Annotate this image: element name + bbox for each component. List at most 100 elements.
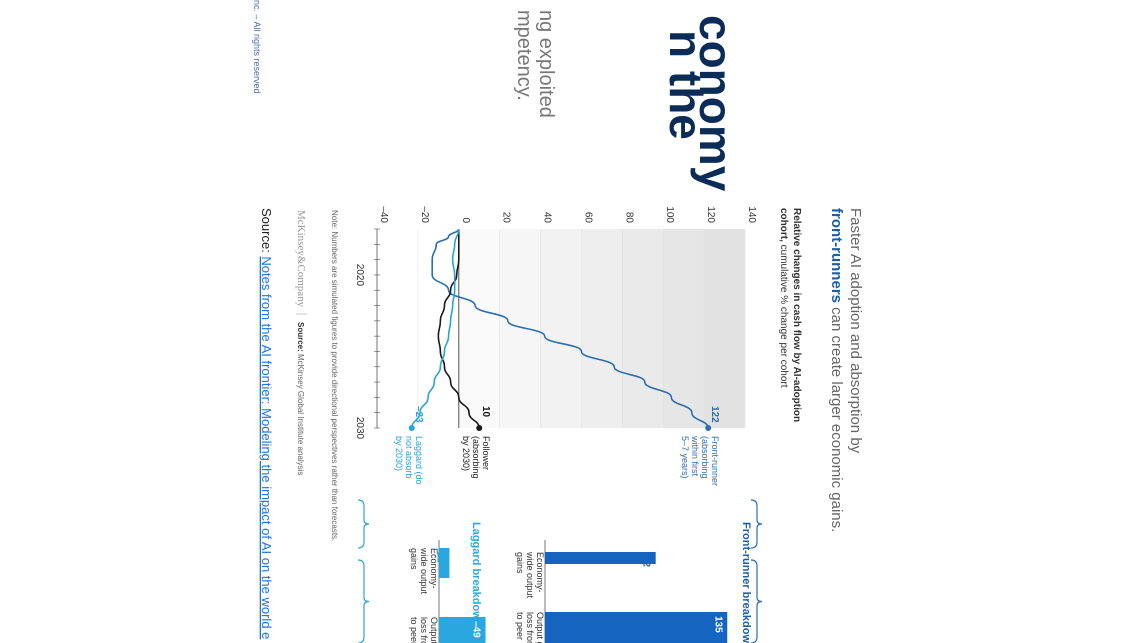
series-line-2 xyxy=(410,228,460,429)
series-label-line: 5–7 years) xyxy=(680,436,690,479)
front_runner-bar-1 xyxy=(545,612,728,643)
background-subtitle: ng exploited mpetency. xyxy=(513,10,557,118)
series-label-line: Front-runner xyxy=(710,436,720,486)
laggard-bar-value-1: –49 xyxy=(471,621,482,638)
footer-source-label: Source: xyxy=(259,208,274,256)
series-end-point-2 xyxy=(408,425,415,431)
y-tick-label: 60 xyxy=(582,212,593,224)
laggard-bar-value-0: 11 xyxy=(434,552,445,563)
bar-label-line: wide output xyxy=(419,547,429,595)
y-tick-label: 140 xyxy=(746,206,757,223)
subtitle-fragment-1: ng exploited xyxy=(535,10,557,118)
bar-label-line: Economy- xyxy=(429,548,439,589)
bar-label-line: loss from xyxy=(525,612,535,643)
series-end-point-0 xyxy=(705,425,712,431)
headline-line-1: Faster AI adoption and absorption by xyxy=(847,208,864,454)
note-text: Note: Numbers are simulated figures to p… xyxy=(330,210,339,541)
laggard-brace-2 xyxy=(357,559,370,643)
series-end-label-0: 122 xyxy=(709,406,720,423)
title-fragment-1: n the xyxy=(660,30,712,140)
headline-line-2: front-runners can create larger economic… xyxy=(828,208,845,532)
series-label-line: (absorbing xyxy=(700,436,710,479)
mckinsey-logo: McKinsey&Company xyxy=(295,210,307,308)
bar-label-line: wide output xyxy=(525,551,535,599)
series-end-label-2: –23 xyxy=(413,406,424,423)
laggard-brace xyxy=(357,499,370,549)
title-fragment-2: conomy xyxy=(690,15,742,192)
series-label-line: not absorb xyxy=(404,436,414,479)
small-source-rest: McKinsey Global Institute analysis xyxy=(296,352,305,476)
series-label-line: by 2030) xyxy=(461,436,471,471)
grid-band xyxy=(540,229,582,428)
front_runner-bar-0 xyxy=(545,552,656,564)
small-source: Source: McKinsey Global Institute analys… xyxy=(296,322,305,475)
line-chart: –40 –20 0 20 40 60 80 100 120 140 2020 2030 122 Front… xyxy=(354,206,763,643)
series-label-line: by 2030) xyxy=(394,436,404,471)
front_runner-bar-value-1: 135 xyxy=(712,616,723,633)
y-tick-label: 80 xyxy=(623,212,634,224)
bar-label-line: to peer xyxy=(409,617,419,643)
chart-title: Relative changes in cash flow by AI-adop… xyxy=(778,208,802,422)
front-runner-brace-top xyxy=(750,559,763,643)
laggard-title: Laggard breakdown, % xyxy=(470,522,482,643)
y-tick-label: –20 xyxy=(419,206,430,223)
front_runner-title: Front-runner breakdow xyxy=(740,522,752,643)
breakdown-charts: Front-runner breakdow 82 Economy-wide outp… xyxy=(409,522,752,643)
series-line-1 xyxy=(437,229,481,429)
footer-source: Source: Notes from the AI frontier: Mode… xyxy=(259,208,274,639)
series-label-line: Laggard (do xyxy=(414,436,424,485)
chart-title-line-1: Relative changes in cash flow by AI-adop… xyxy=(791,208,802,422)
small-source-bold: Source: xyxy=(296,322,305,352)
y-tick-label: 40 xyxy=(542,212,553,224)
bar-label-line: Economy- xyxy=(535,552,545,593)
bar-label-line: Output g xyxy=(429,617,439,643)
chart-note: Note: Numbers are simulated figures to p… xyxy=(330,210,339,541)
background-title-2: conomy xyxy=(690,15,742,192)
grid-band xyxy=(663,229,705,428)
laggard-bar-1 xyxy=(439,617,486,643)
front_runner-bar-value-0: 82 xyxy=(641,556,652,568)
series-end-label-1: 10 xyxy=(480,406,491,418)
logo-and-source: McKinsey&Company Source: McKinsey Global… xyxy=(295,210,307,475)
y-tick-label: 100 xyxy=(664,206,675,223)
chart-title-line-2: cohort, cumulative % change per cohort xyxy=(778,208,789,388)
y-tick-label: 0 xyxy=(460,217,471,223)
copyright-text: nc. – All rights reserved xyxy=(252,0,262,94)
subtitle-fragment-2: mpetency. xyxy=(513,10,535,101)
chart-title-bold: cohort, xyxy=(778,208,789,242)
front-runner-brace xyxy=(750,499,763,549)
series-label-line: (absorbing xyxy=(471,436,481,479)
bar-label-line: gains xyxy=(409,548,419,570)
grid-band xyxy=(499,229,541,428)
series-end-point-1 xyxy=(476,425,483,431)
y-tick-label: 20 xyxy=(501,212,512,224)
grid-band xyxy=(704,229,745,428)
y-tick-label: –40 xyxy=(378,206,389,223)
grid-band xyxy=(458,229,500,428)
grid-band xyxy=(581,229,623,428)
background-title: n the xyxy=(660,30,712,140)
chart-headline: Faster AI adoption and absorption by fro… xyxy=(828,208,864,532)
bar-label-line: gains xyxy=(515,552,525,574)
source-link[interactable]: Notes from the AI frontier: Modeling the… xyxy=(259,256,274,639)
headline-rest: can create larger economic gains. xyxy=(828,303,845,532)
x-tick-label: 2020 xyxy=(354,264,365,287)
series-label-line: Follower xyxy=(481,436,491,470)
grid-band xyxy=(622,229,664,428)
footer-source-text: Source: Notes from the AI frontier: Mode… xyxy=(259,208,274,639)
copyright: nc. – All rights reserved xyxy=(252,0,262,94)
bar-label-line: to peer xyxy=(515,612,525,640)
series-label-line: within first xyxy=(690,435,700,477)
headline-bold: front-runners xyxy=(828,208,845,303)
bar-label-line: Output g xyxy=(535,612,545,643)
series-line-0 xyxy=(431,228,709,429)
x-tick-label: 2030 xyxy=(354,417,365,440)
bar-label-line: loss from xyxy=(419,617,429,643)
chart-title-rest: cumulative % change per cohort xyxy=(778,242,789,388)
